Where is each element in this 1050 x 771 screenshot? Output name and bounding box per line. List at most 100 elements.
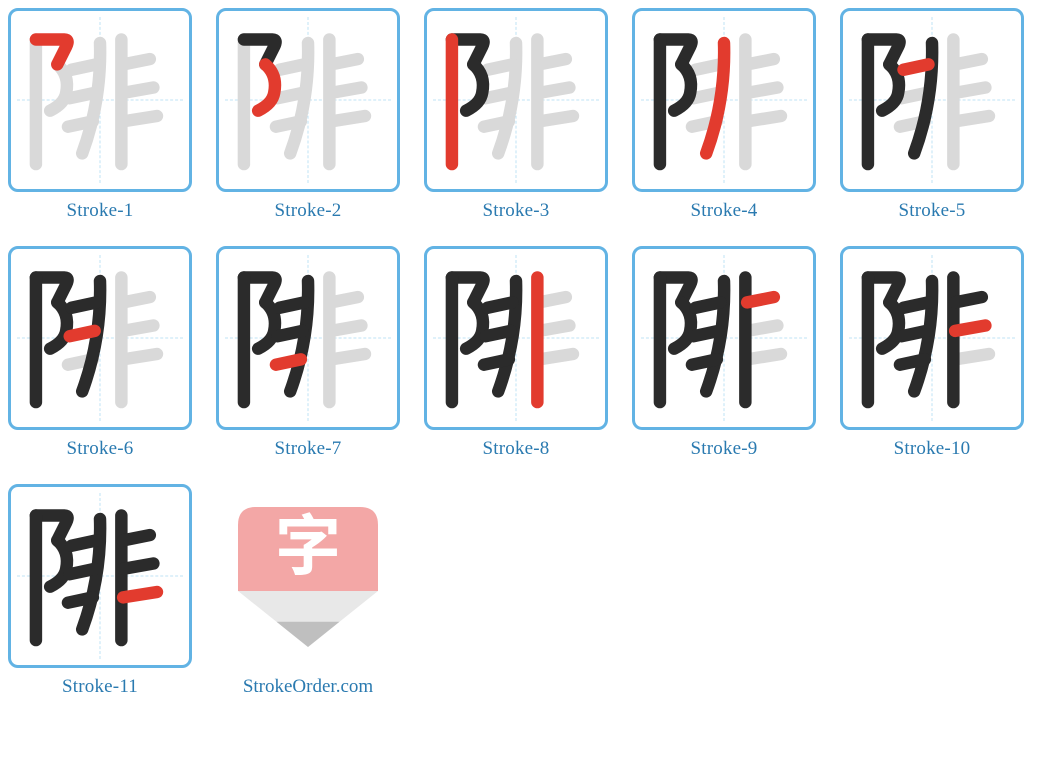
stroke-path-9 <box>123 59 150 64</box>
stroke-frame <box>424 8 608 192</box>
character-svg <box>11 249 189 427</box>
stroke-path-10 <box>955 326 985 331</box>
stroke-path-10 <box>955 88 985 93</box>
site-logo-wrap: 字 <box>216 484 400 668</box>
stroke-path-9 <box>123 535 150 540</box>
stroke-frame <box>632 8 816 192</box>
stroke-path-7 <box>484 359 509 364</box>
character-svg <box>843 249 1021 427</box>
stroke-path-2 <box>258 64 275 110</box>
stroke-path-7 <box>276 121 301 126</box>
stroke-path-2 <box>50 64 67 110</box>
stroke-path-2 <box>466 302 483 348</box>
stroke-path-6 <box>902 331 927 336</box>
stroke-path-6 <box>486 93 511 98</box>
stroke-path-11 <box>747 354 781 359</box>
stroke-path-7 <box>692 359 717 364</box>
character-svg <box>219 249 397 427</box>
stroke-cell-5: Stroke-5 <box>840 8 1024 222</box>
site-logo-cell: 字StrokeOrder.com <box>216 484 400 698</box>
stroke-path-10 <box>747 326 777 331</box>
stroke-path-7 <box>68 121 93 126</box>
stroke-path-5 <box>904 302 929 307</box>
stroke-label: Stroke-7 <box>274 438 341 460</box>
stroke-path-5 <box>72 64 97 69</box>
stroke-label: Stroke-1 <box>66 200 133 222</box>
stroke-path-5 <box>280 302 305 307</box>
stroke-frame <box>8 484 192 668</box>
stroke-path-10 <box>331 326 361 331</box>
stroke-path-10 <box>747 88 777 93</box>
stroke-path-10 <box>123 88 153 93</box>
stroke-path-5 <box>488 302 513 307</box>
stroke-grid: Stroke-1 Stroke-2 Stroke-3 Stroke-4Stroke-5… <box>8 8 1042 698</box>
stroke-path-2 <box>50 540 67 586</box>
stroke-path-7 <box>484 121 509 126</box>
stroke-path-10 <box>539 88 569 93</box>
stroke-cell-4: Stroke-4 <box>632 8 816 222</box>
stroke-path-11 <box>331 116 365 121</box>
stroke-path-2 <box>882 64 899 110</box>
stroke-path-6 <box>278 93 303 98</box>
stroke-path-9 <box>539 59 566 64</box>
character-svg <box>11 487 189 665</box>
stroke-label: Stroke-10 <box>894 438 971 460</box>
stroke-label: Stroke-3 <box>482 200 549 222</box>
stroke-label: Stroke-9 <box>690 438 757 460</box>
stroke-path-6 <box>278 331 303 336</box>
logo-character: 字 <box>275 501 341 589</box>
character-svg <box>843 11 1021 189</box>
stroke-path-11 <box>539 116 573 121</box>
pencil-logo-icon: 字 <box>238 501 378 651</box>
stroke-path-10 <box>123 564 153 569</box>
stroke-path-5 <box>72 302 97 307</box>
stroke-path-11 <box>539 354 573 359</box>
stroke-frame <box>8 8 192 192</box>
stroke-path-2 <box>674 302 691 348</box>
stroke-frame <box>840 246 1024 430</box>
stroke-path-9 <box>123 297 150 302</box>
stroke-path-11 <box>123 354 157 359</box>
stroke-frame <box>424 246 608 430</box>
stroke-path-9 <box>747 297 774 302</box>
stroke-path-11 <box>123 592 157 597</box>
stroke-label: Stroke-2 <box>274 200 341 222</box>
stroke-cell-11: Stroke-11 <box>8 484 192 698</box>
stroke-cell-7: Stroke-7 <box>216 246 400 460</box>
stroke-path-10 <box>123 326 153 331</box>
character-svg <box>635 249 813 427</box>
stroke-path-5 <box>72 540 97 545</box>
stroke-path-9 <box>331 59 358 64</box>
stroke-path-5 <box>280 64 305 69</box>
stroke-frame <box>216 246 400 430</box>
stroke-frame <box>632 246 816 430</box>
stroke-path-2 <box>258 302 275 348</box>
stroke-path-2 <box>882 302 899 348</box>
stroke-path-7 <box>276 359 301 364</box>
stroke-path-2 <box>674 64 691 110</box>
character-svg <box>427 11 605 189</box>
stroke-frame <box>840 8 1024 192</box>
stroke-label: Stroke-8 <box>482 438 549 460</box>
stroke-path-5 <box>904 64 929 69</box>
stroke-path-9 <box>955 297 982 302</box>
stroke-path-5 <box>488 64 513 69</box>
stroke-path-6 <box>694 331 719 336</box>
stroke-path-11 <box>331 354 365 359</box>
stroke-cell-1: Stroke-1 <box>8 8 192 222</box>
stroke-path-11 <box>955 116 989 121</box>
stroke-path-2 <box>50 302 67 348</box>
stroke-label: Stroke-6 <box>66 438 133 460</box>
stroke-path-7 <box>68 597 93 602</box>
stroke-path-9 <box>331 297 358 302</box>
stroke-path-7 <box>900 359 925 364</box>
stroke-cell-8: Stroke-8 <box>424 246 608 460</box>
stroke-path-11 <box>123 116 157 121</box>
stroke-path-11 <box>955 354 989 359</box>
stroke-cell-10: Stroke-10 <box>840 246 1024 460</box>
stroke-path-6 <box>70 93 95 98</box>
character-svg <box>427 249 605 427</box>
stroke-frame <box>8 246 192 430</box>
stroke-frame <box>216 8 400 192</box>
stroke-cell-2: Stroke-2 <box>216 8 400 222</box>
